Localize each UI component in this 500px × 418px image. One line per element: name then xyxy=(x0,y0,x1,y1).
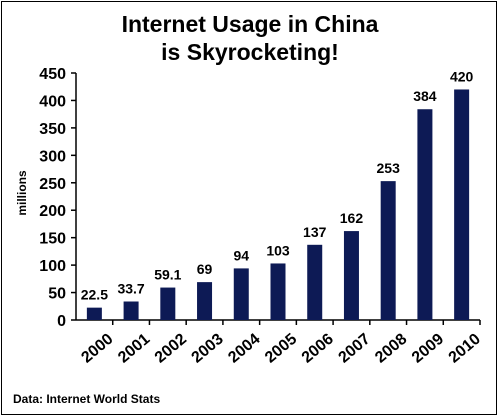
bar xyxy=(197,282,213,320)
bar xyxy=(123,301,139,320)
data-label: 420 xyxy=(450,68,474,84)
data-label: 69 xyxy=(197,261,213,277)
data-label: 137 xyxy=(303,224,327,240)
bar xyxy=(454,89,470,320)
y-tick-label: 0 xyxy=(57,313,66,330)
x-tick-label: 2006 xyxy=(299,331,337,367)
chart-title-line-2: is Skyrocketing! xyxy=(161,39,339,65)
x-tick-label: 2002 xyxy=(152,331,190,367)
bar xyxy=(307,244,323,320)
data-label: 253 xyxy=(377,160,401,176)
y-tick-label: 250 xyxy=(39,176,66,193)
x-tick-label: 2010 xyxy=(446,331,484,367)
bar xyxy=(160,287,176,320)
bar xyxy=(380,181,396,320)
x-tick-label: 2003 xyxy=(189,331,227,367)
x-tick-label: 2007 xyxy=(335,331,373,367)
bar xyxy=(86,307,102,320)
x-tick-label: 2000 xyxy=(78,331,116,367)
y-tick-label: 50 xyxy=(48,286,66,303)
data-label: 384 xyxy=(413,88,437,104)
source-note: Data: Internet World Stats xyxy=(13,392,161,406)
bar xyxy=(233,268,249,320)
y-tick-label: 200 xyxy=(39,203,66,220)
data-label: 94 xyxy=(233,247,249,263)
data-label: 59.1 xyxy=(154,267,181,283)
chart-title-line-1: Internet Usage in China xyxy=(121,11,379,37)
x-tick-label: 2005 xyxy=(262,331,300,367)
bar xyxy=(270,263,286,320)
y-tick-label: 450 xyxy=(39,66,66,83)
bar xyxy=(417,109,433,320)
x-tick-label: 2004 xyxy=(225,331,263,367)
y-tick-label: 400 xyxy=(39,93,66,110)
x-tick-label: 2001 xyxy=(115,331,153,367)
data-label: 22.5 xyxy=(81,287,108,303)
x-tick-label: 2008 xyxy=(372,331,410,367)
y-tick-label: 300 xyxy=(39,148,66,165)
data-label: 162 xyxy=(340,210,364,226)
y-tick-label: 150 xyxy=(39,231,66,248)
x-tick-label: 2009 xyxy=(409,331,447,367)
data-label: 103 xyxy=(266,242,290,258)
y-tick-label: 100 xyxy=(39,258,66,275)
bar xyxy=(343,231,359,320)
data-label: 33.7 xyxy=(117,281,144,297)
y-tick-label: 350 xyxy=(39,121,66,138)
